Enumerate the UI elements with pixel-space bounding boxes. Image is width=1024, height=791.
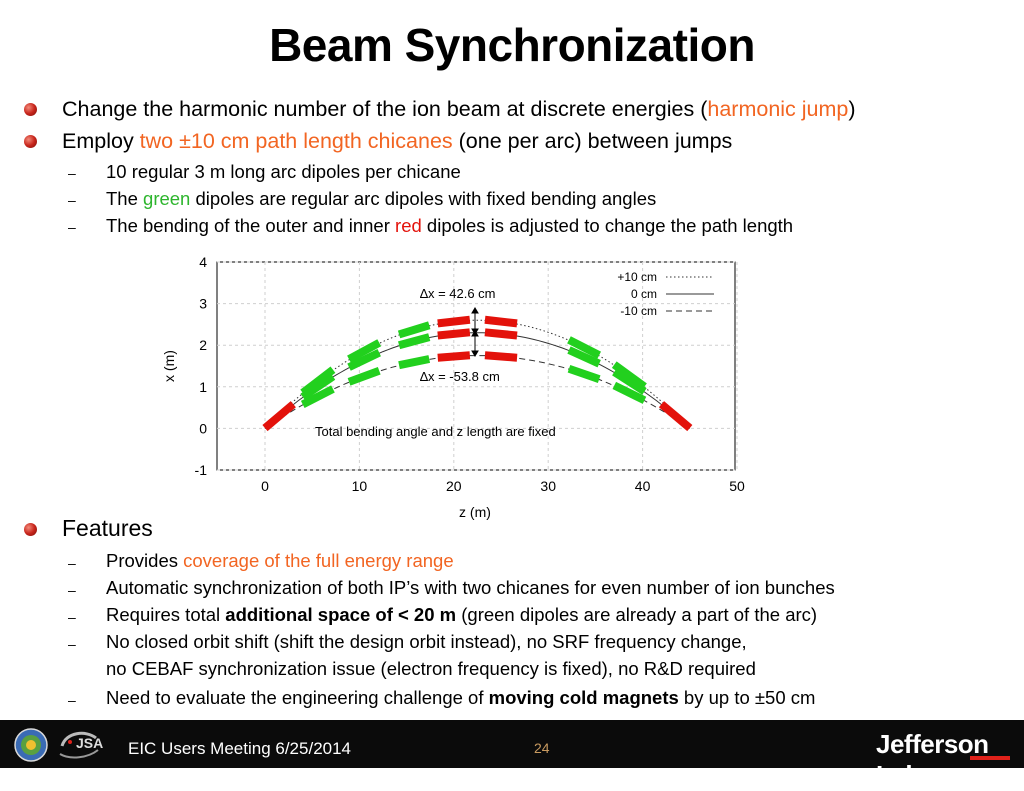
dipole-magnet xyxy=(484,351,518,362)
footer-bar: JSA EIC Users Meeting 6/25/2014 24 Jeffe… xyxy=(0,720,1024,790)
annotation-note: Total bending angle and z length are fix… xyxy=(315,424,556,439)
page-number: 24 xyxy=(534,740,550,756)
dipole-magnet xyxy=(398,355,431,370)
dipole-magnet xyxy=(484,315,518,328)
x-tick-label: 0 xyxy=(261,478,269,494)
sub-bullet-green-dipoles: The green dipoles are regular arc dipole… xyxy=(106,188,657,209)
y-tick-label: 1 xyxy=(199,379,207,395)
slide-title: Beam Synchronization xyxy=(269,19,755,71)
doe-seal-icon xyxy=(14,728,48,762)
sub-bullet-dash-icon: – xyxy=(68,582,76,598)
footer-meeting-text: EIC Users Meeting 6/25/2014 xyxy=(128,739,352,758)
sub-bullet-dash-icon: – xyxy=(68,165,76,181)
dipole-magnet xyxy=(398,333,431,350)
dipole-magnet xyxy=(437,351,471,362)
sub-bullet-dash-icon: – xyxy=(68,219,76,235)
x-tick-label: 10 xyxy=(352,478,368,494)
x-tick-label: 30 xyxy=(540,478,556,494)
legend-label: +10 cm xyxy=(617,270,657,284)
y-tick-label: -1 xyxy=(195,462,208,478)
dipole-magnet xyxy=(437,315,471,328)
sub-bullet-dash-icon: – xyxy=(68,692,76,708)
delta-arrows xyxy=(471,307,479,357)
dipole-magnet xyxy=(437,328,471,340)
dipole-magnet xyxy=(300,385,335,409)
y-tick-label: 4 xyxy=(199,254,207,270)
x-tick-label: 20 xyxy=(446,478,462,494)
y-tick-label: 0 xyxy=(199,420,207,436)
dipole-magnet xyxy=(484,328,518,340)
dipole-magnet xyxy=(658,401,693,432)
sub-bullet-dash-icon: – xyxy=(68,609,76,625)
tick-labels: 0 10 20 30 40 50 -1 0 1 2 3 4 xyxy=(195,254,745,494)
bullet-harmonic-jump: Change the harmonic number of the ion be… xyxy=(62,97,856,121)
annotation-top: ∆x = 42.6 cm xyxy=(420,286,496,301)
dipole-magnet xyxy=(347,367,381,386)
dipole-magnet xyxy=(567,346,601,368)
y-axis-label: x (m) xyxy=(161,350,177,382)
feature-no-orbit-shift-cont: no CEBAF synchronization issue (electron… xyxy=(106,658,756,679)
dipole-magnet xyxy=(347,349,381,371)
feature-space: Requires total additional space of < 20 … xyxy=(106,604,818,625)
feature-no-orbit-shift: No closed orbit shift (shift the design … xyxy=(106,631,747,652)
bullet-chicanes: Employ two ±10 cm path length chicanes (… xyxy=(62,129,733,153)
x-tick-label: 40 xyxy=(635,478,651,494)
dipole-magnet xyxy=(397,321,431,339)
jsa-logo-text: JSA xyxy=(76,735,103,751)
sub-bullet-dash-icon: – xyxy=(68,555,76,571)
bullet-dot-icon xyxy=(24,103,37,116)
feature-cold-magnets: Need to evaluate the engineering challen… xyxy=(106,687,816,708)
chart-legend: +10 cm 0 cm -10 cm xyxy=(617,270,714,318)
feature-synchronization: Automatic synchronization of both IP’s w… xyxy=(106,577,835,598)
chicane-orbit-chart: 0 10 20 30 40 50 -1 0 1 2 3 4 +10 cm 0 cm -10 cm z (m… xyxy=(161,254,745,520)
jsa-logo-icon: JSA xyxy=(59,731,103,759)
legend-label: 0 cm xyxy=(631,287,657,301)
features-heading: Features xyxy=(62,515,153,541)
dipole-magnet xyxy=(347,339,382,363)
annotation-bottom: ∆x = -53.8 cm xyxy=(420,369,500,384)
bullet-dot-icon xyxy=(24,523,37,536)
dipole-magnet xyxy=(612,381,647,404)
feature-coverage: Provides coverage of the full energy ran… xyxy=(106,550,454,571)
sub-bullet-red-dipoles: The bending of the outer and inner red d… xyxy=(106,215,794,236)
dipole-magnet xyxy=(567,336,601,359)
jefferson-lab-logo: Jefferson Lab xyxy=(876,729,989,790)
dipole-magnet xyxy=(612,368,647,395)
dipole-magnet xyxy=(262,401,296,432)
sub-bullet-arc-dipoles: 10 regular 3 m long arc dipoles per chic… xyxy=(106,161,461,182)
y-tick-label: 2 xyxy=(199,337,207,353)
x-axis-label: z (m) xyxy=(459,504,491,520)
dipole-magnet xyxy=(300,373,336,401)
dipole-magnet xyxy=(567,364,601,383)
legend-label: -10 cm xyxy=(620,304,657,318)
x-tick-label: 50 xyxy=(729,478,745,494)
bullet-dot-icon xyxy=(24,135,37,148)
sub-bullet-dash-icon: – xyxy=(68,192,76,208)
y-tick-label: 3 xyxy=(199,296,207,312)
dipole-magnets xyxy=(262,315,693,432)
sub-bullet-dash-icon: – xyxy=(68,636,76,652)
jefferson-lab-swoosh-icon xyxy=(970,756,1010,760)
